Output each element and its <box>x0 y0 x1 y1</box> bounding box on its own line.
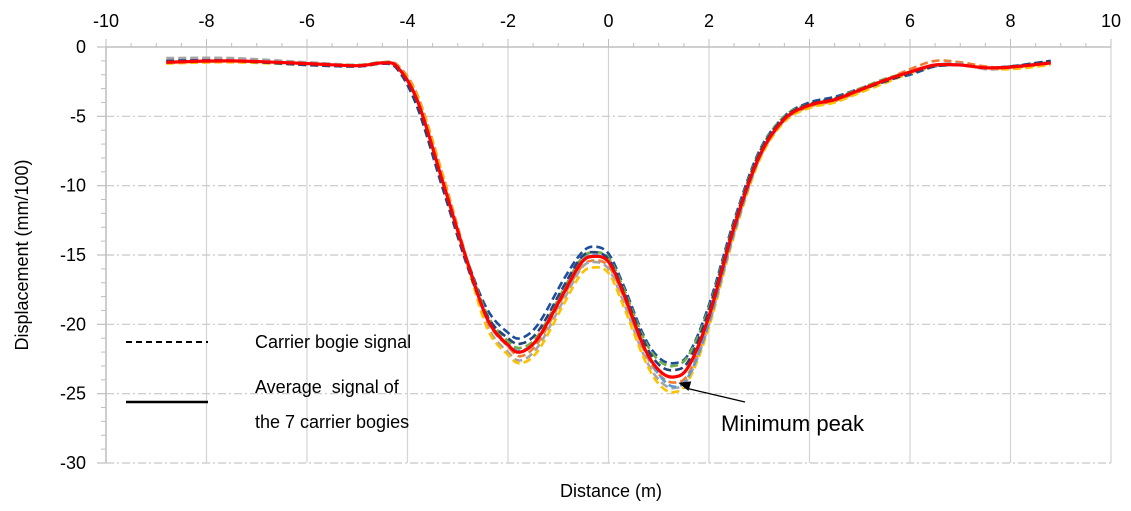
series-line-average <box>166 59 1051 379</box>
x-tick-label: 2 <box>704 11 714 31</box>
x-tick-label: 0 <box>603 11 613 31</box>
y-tick-label: -20 <box>60 314 86 334</box>
annotation-label: Minimum peak <box>721 411 865 436</box>
x-tick-labels: -10 -8 -6 -4 -2 0 2 4 6 8 10 <box>93 11 1121 31</box>
legend-label-average-line2: the 7 carrier bogies <box>255 412 409 432</box>
y-tick-label: -5 <box>70 106 86 126</box>
x-tick-label: 4 <box>804 11 814 31</box>
x-tick-label: 10 <box>1101 11 1121 31</box>
y-tick-label: -10 <box>60 176 86 196</box>
y-tick-label: 0 <box>76 37 86 57</box>
axes <box>97 39 1112 464</box>
x-tick-label: -4 <box>399 11 415 31</box>
x-tick-label: -6 <box>299 11 315 31</box>
annotation-arrow-head <box>678 381 692 391</box>
series-layer <box>166 56 1051 394</box>
annotation-arrow-line <box>684 387 746 403</box>
x-axis-label: Distance (m) <box>560 481 662 501</box>
y-tick-labels: 0 -5 -10 -15 -20 -25 -30 <box>60 37 86 473</box>
x-tick-label: 6 <box>905 11 915 31</box>
legend-label-average-line1: Average signal of <box>255 377 400 397</box>
x-tick-label: -2 <box>500 11 516 31</box>
legend-label-carrier-bogie-signal: Carrier bogie signal <box>255 332 411 352</box>
x-tick-label: -8 <box>198 11 214 31</box>
y-tick-label: -15 <box>60 245 86 265</box>
y-tick-label: -30 <box>60 453 86 473</box>
x-tick-label: 8 <box>1005 11 1015 31</box>
x-tick-label: -10 <box>93 11 119 31</box>
legend: Carrier bogie signal Average signal of t… <box>126 332 411 432</box>
series-line-carrier-bogie-4 <box>166 60 1051 394</box>
y-axis-label: Displacement (mm/100) <box>12 159 32 350</box>
annotation: Minimum peak <box>678 381 865 436</box>
y-tick-label: -25 <box>60 384 86 404</box>
